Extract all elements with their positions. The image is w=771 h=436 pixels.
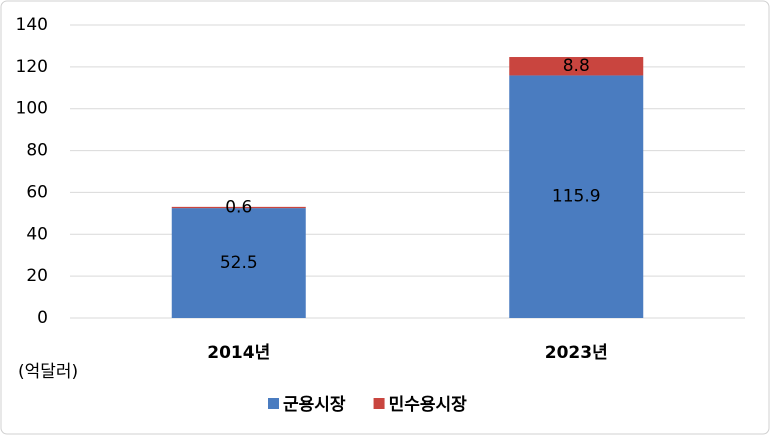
x-tick-label: 2023년	[545, 343, 608, 363]
y-tick-label: 140	[16, 15, 48, 35]
y-tick-label: 120	[16, 57, 48, 77]
bar-segment	[171, 208, 306, 318]
bar-segment	[509, 75, 644, 318]
y-tick-label: 80	[26, 141, 48, 161]
data-label: 8.8	[563, 56, 590, 76]
x-tick-label: 2014년	[207, 343, 270, 363]
data-label: 52.5	[220, 253, 258, 273]
legend-label: 민수용시장	[389, 395, 468, 415]
y-tick-label: 60	[26, 182, 48, 202]
bar-segment	[171, 206, 306, 209]
data-label: 115.9	[552, 187, 601, 207]
legend-swatch	[373, 398, 385, 409]
legend-swatch	[268, 398, 279, 409]
y-tick-label: 20	[26, 266, 48, 286]
unit-label: (억달러)	[18, 362, 78, 382]
y-tick-label: 40	[26, 224, 48, 244]
legend-label: 군용시장	[283, 395, 346, 415]
y-tick-label: 100	[16, 99, 48, 119]
y-tick-label: 0	[37, 308, 48, 328]
data-label: 0.6	[225, 197, 252, 217]
bar-segment	[509, 57, 644, 76]
